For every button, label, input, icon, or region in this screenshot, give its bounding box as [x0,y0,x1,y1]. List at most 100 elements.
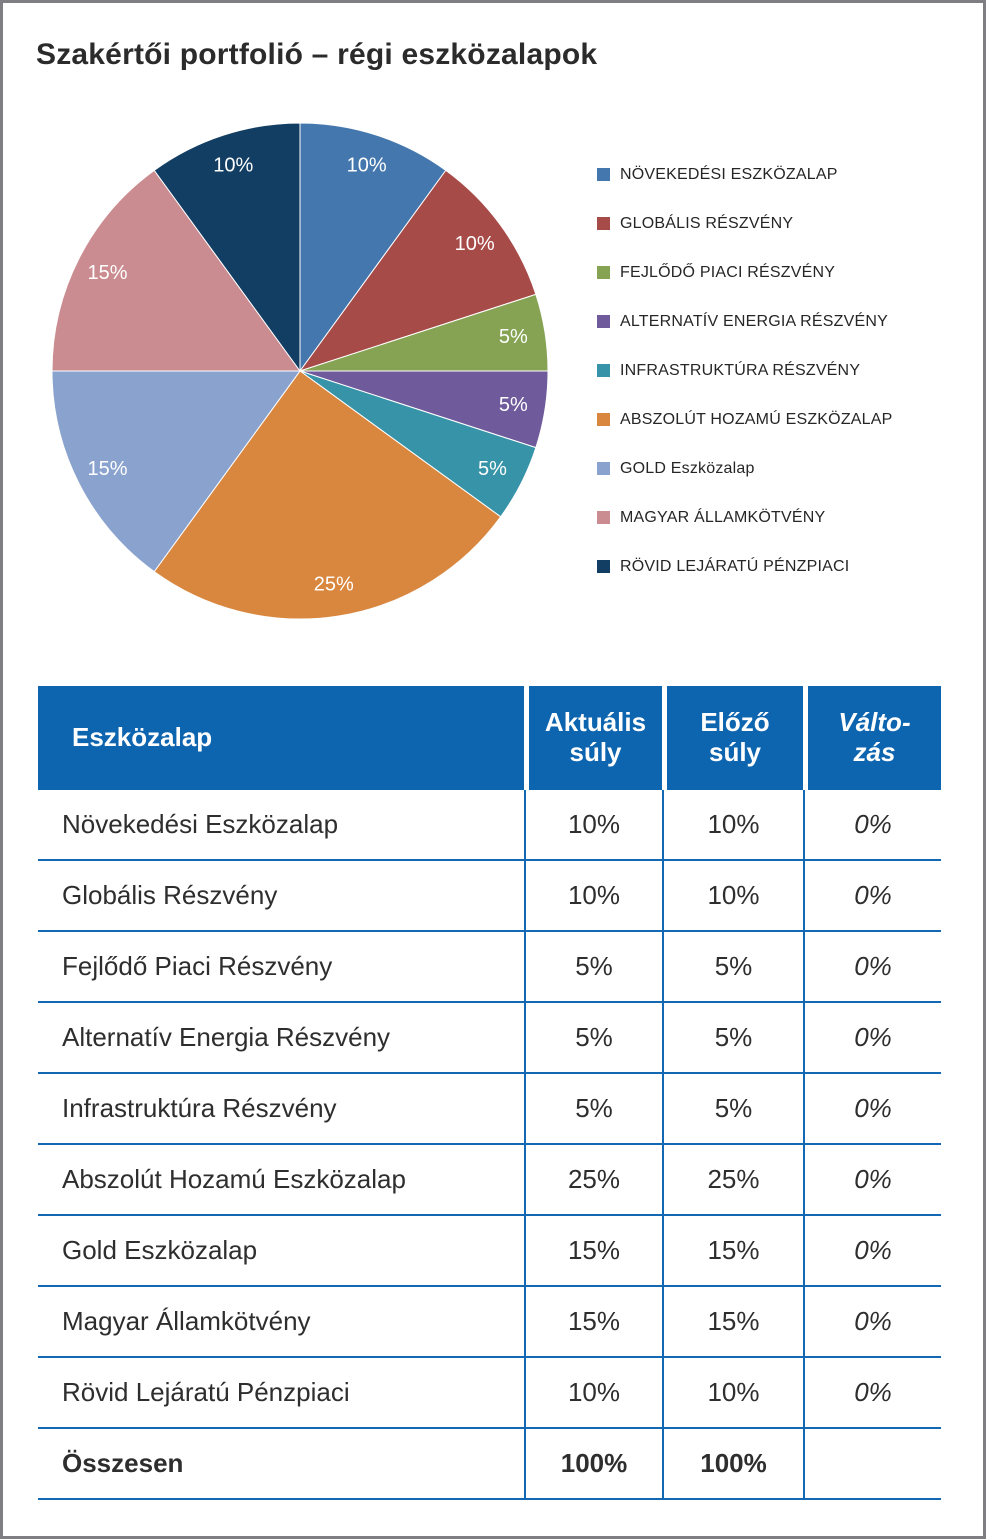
portfolio-pie-chart: 10% 10% 5% 5% 5% 25% 15% 15% 10% [50,121,550,621]
legend-swatch-icon [597,511,610,524]
cell-fund-name: Magyar Államkötvény [62,1306,311,1336]
legend-label: GLOBÁLIS RÉSZVÉNY [620,214,794,232]
table-row: Magyar Államkötvény 15% 15% 0% [38,1287,941,1358]
table-row: Növekedési Eszközalap 10% 10% 0% [38,790,941,861]
legend-label: FEJLŐDŐ PIACI RÉSZVÉNY [620,263,836,281]
header-elozo-suly: Előző súly [662,686,803,790]
cell-current-weight: 10% [524,861,662,930]
table-row: Abszolút Hozamú Eszközalap 25% 25% 0% [38,1145,941,1216]
legend-label: GOLD Eszközalap [620,459,755,477]
legend-swatch-icon [597,266,610,279]
cell-change: 0% [803,1074,941,1143]
pie-slice-label: 10% [455,233,495,255]
legend-swatch-icon [597,560,610,573]
pie-slice-label: 15% [87,458,127,480]
pie-slice-label: 25% [314,573,354,595]
legend-item: ALTERNATÍV ENERGIA RÉSZVÉNY [597,297,967,346]
legend-item: MAGYAR ÁLLAMKÖTVÉNY [597,493,967,542]
cell-fund-name: Abszolút Hozamú Eszközalap [62,1164,406,1194]
cell-change: 0% [803,1003,941,1072]
cell-previous-weight: 5% [662,1003,803,1072]
cell-current-weight: 5% [524,1003,662,1072]
pie-slice [299,169,537,372]
table-total-row: Összesen 100% 100% [38,1429,941,1500]
table-row: Rövid Lejáratú Pénzpiaci 10% 10% 0% [38,1358,941,1429]
header-aktualis-suly: Aktuális súly [524,686,662,790]
cell-change: 0% [803,1358,941,1427]
cell-fund-name: Rövid Lejáratú Pénzpiaci [62,1377,350,1407]
cell-change: 0% [803,932,941,1001]
cell-fund-name: Globális Részvény [62,880,278,910]
header-eszkozalap: Eszközalap [72,722,213,753]
legend-item: ABSZOLÚT HOZAMÚ ESZKÖZALAP [597,395,967,444]
cell-current-weight: 15% [524,1216,662,1285]
cell-fund-name: Fejlődő Piaci Részvény [62,951,333,981]
chart-legend: NÖVEKEDÉSI ESZKÖZALAP GLOBÁLIS RÉSZVÉNY FE… [597,150,967,591]
legend-item: NÖVEKEDÉSI ESZKÖZALAP [597,150,967,199]
table-row: Globális Részvény 10% 10% 0% [38,861,941,932]
cell-change: 0% [803,1287,941,1356]
legend-swatch-icon [597,413,610,426]
cell-current-weight: 15% [524,1287,662,1356]
cell-current-weight: 5% [524,932,662,1001]
cell-previous-weight: 25% [662,1145,803,1214]
cell-fund-name: Infrastruktúra Részvény [62,1093,337,1123]
pie-slice [51,169,301,372]
cell-change [803,1429,941,1498]
page-title: Szakértői portfolió – régi eszközalapok [36,38,598,71]
pie-slice-label: 10% [347,155,387,177]
legend-label: ALTERNATÍV ENERGIA RÉSZVÉNY [620,312,888,330]
cell-fund-name: Növekedési Eszközalap [62,809,339,839]
pie-slice-label: 5% [499,394,528,416]
legend-item: GOLD Eszközalap [597,444,967,493]
cell-fund-name: Összesen [62,1448,184,1478]
pie-slice-label: 10% [213,155,253,177]
legend-label: ABSZOLÚT HOZAMÚ ESZKÖZALAP [620,410,893,428]
cell-previous-weight: 100% [662,1429,803,1498]
legend-label: INFRASTRUKTÚRA RÉSZVÉNY [620,361,861,379]
legend-swatch-icon [597,462,610,475]
cell-previous-weight: 5% [662,932,803,1001]
table-body: Növekedési Eszközalap 10% 10% 0% Globális Ré… [38,790,941,1500]
table-row: Fejlődő Piaci Részvény 5% 5% 0% [38,932,941,1003]
pie-slice [153,370,502,620]
table-header-row: Eszközalap Aktuális súly Előző súly Vált… [38,686,941,790]
pie-slice [153,122,301,372]
cell-change: 0% [803,861,941,930]
pie-slice-label: 15% [87,262,127,284]
legend-swatch-icon [597,217,610,230]
allocation-table: Eszközalap Aktuális súly Előző súly Vált… [38,686,941,1500]
cell-previous-weight: 10% [662,1358,803,1427]
cell-fund-name: Gold Eszközalap [62,1235,258,1265]
cell-current-weight: 25% [524,1145,662,1214]
table-row: Alternatív Energia Részvény 5% 5% 0% [38,1003,941,1074]
legend-swatch-icon [597,315,610,328]
cell-current-weight: 5% [524,1074,662,1143]
legend-label: NÖVEKEDÉSI ESZKÖZALAP [620,165,838,183]
legend-item: RÖVID LEJÁRATÚ PÉNZPIACI [597,542,967,591]
legend-label: MAGYAR ÁLLAMKÖTVÉNY [620,508,826,526]
cell-previous-weight: 10% [662,861,803,930]
cell-fund-name: Alternatív Energia Részvény [62,1022,391,1052]
cell-previous-weight: 5% [662,1074,803,1143]
pie-slice [299,122,447,372]
cell-previous-weight: 15% [662,1287,803,1356]
legend-item: INFRASTRUKTÚRA RÉSZVÉNY [597,346,967,395]
pie-slice-label: 5% [499,326,528,348]
cell-change: 0% [803,790,941,859]
legend-item: FEJLŐDŐ PIACI RÉSZVÉNY [597,248,967,297]
legend-item: GLOBÁLIS RÉSZVÉNY [597,199,967,248]
legend-swatch-icon [597,168,610,181]
pie-slice [51,370,301,573]
legend-swatch-icon [597,364,610,377]
pie-chart-svg: 10% 10% 5% 5% 5% 25% 15% 15% 10% [51,122,549,620]
cell-current-weight: 100% [524,1429,662,1498]
header-valtozas: Válto- zás [803,686,941,790]
cell-change: 0% [803,1216,941,1285]
cell-current-weight: 10% [524,790,662,859]
cell-change: 0% [803,1145,941,1214]
legend-label: RÖVID LEJÁRATÚ PÉNZPIACI [620,557,850,575]
table-row: Infrastruktúra Részvény 5% 5% 0% [38,1074,941,1145]
pie-slice-label: 5% [478,458,507,480]
cell-previous-weight: 10% [662,790,803,859]
